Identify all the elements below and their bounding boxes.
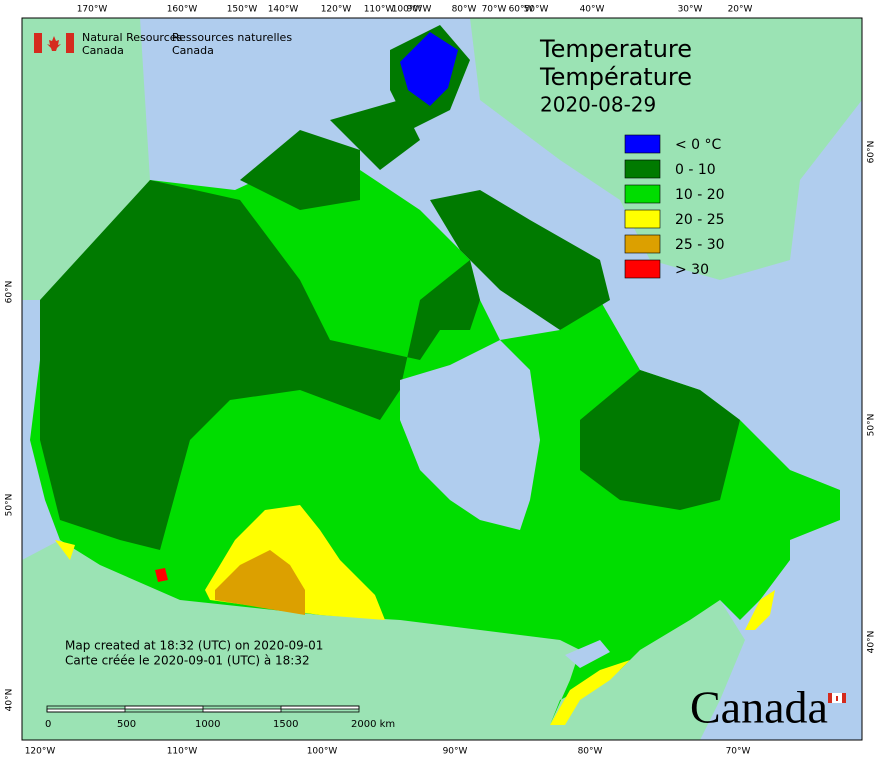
scale-segment [280, 705, 360, 710]
wordmark: Canada [690, 682, 828, 733]
agency-en: Canada [82, 44, 124, 57]
flag-bar [34, 33, 42, 53]
island [330, 100, 420, 170]
wordmark-flag [836, 696, 838, 701]
legend-swatch [624, 134, 661, 154]
legend-label: > 30 [675, 262, 709, 278]
graticule-label: 50°N [5, 494, 15, 517]
region-veryhot [155, 568, 168, 582]
legend-swatch [624, 184, 661, 204]
agency-en: Natural Resources [82, 31, 183, 44]
graticule-label: 80°W [578, 747, 603, 757]
region-warm [745, 590, 775, 630]
legend-swatch [624, 159, 661, 179]
region-cold [400, 32, 458, 106]
region-cool [40, 180, 480, 550]
legend-swatch [624, 259, 661, 279]
scale-bar: 0 500 1000 1500 2000 km [45, 705, 395, 730]
scale-segment [46, 708, 126, 713]
wordmark-flag [828, 693, 832, 703]
graticule-label: 60°N [867, 141, 877, 164]
graticule-label: 140°W [268, 5, 299, 15]
graticule-label: 40°N [867, 631, 877, 654]
great-lakes [565, 640, 610, 668]
graticule-label: 70°W [482, 5, 507, 15]
land [22, 18, 862, 740]
region-hot [215, 550, 305, 615]
agency-fr: Canada [172, 44, 214, 57]
flag-bar [66, 33, 74, 53]
graticule-label: 50°W [524, 5, 549, 15]
scale-outline [46, 705, 360, 713]
graticule-label: 70°W [726, 747, 751, 757]
credit: Carte créée le 2020-09-01 (UTC) à 18:32 [65, 654, 310, 668]
graticule-label: 90°W [443, 747, 468, 757]
wordmark-flag [842, 693, 846, 703]
graticule-label: 40°N [5, 689, 15, 712]
credit: Map created at 18:32 (UTC) on 2020-09-01 [65, 639, 323, 653]
graticule-label: 120°W [321, 5, 352, 15]
scale-label: 1500 [273, 719, 298, 730]
graticule-label: 30°W [678, 5, 703, 15]
legend-label: 10 - 20 [675, 187, 725, 203]
graticule-label: 160°W [167, 5, 198, 15]
graticule-label: 40°W [580, 5, 605, 15]
title-fr: Température [539, 63, 692, 91]
title-en: Temperature [539, 35, 692, 63]
hudson-bay [400, 340, 540, 530]
graticule-label: 20°W [728, 5, 753, 15]
scale-label: 1000 [195, 719, 220, 730]
frame [21, 17, 863, 741]
scale-label: 500 [117, 719, 136, 730]
graticule-label: 110°W [167, 747, 198, 757]
usa [22, 540, 745, 740]
graticule-label: 60°W [509, 5, 534, 15]
scale-segment [124, 705, 204, 710]
greenland [470, 18, 862, 280]
graticule-label: 120°W [25, 747, 56, 757]
graticule-label: 100°W [392, 5, 423, 15]
legend-label: 25 - 30 [675, 237, 725, 253]
legend-swatch [624, 234, 661, 254]
graticule-label: 100°W [307, 747, 338, 757]
legend: < 0 °C 0 - 10 10 - 20 20 - 25 25 - 30 > 30 [624, 134, 725, 279]
legend-swatch [624, 209, 661, 229]
island [430, 190, 610, 330]
legend-label: 20 - 25 [675, 212, 725, 228]
graticule-label: 170°W [77, 5, 108, 15]
region-warm [550, 660, 630, 725]
legend-label: < 0 °C [675, 137, 722, 153]
title-date: 2020-08-29 [540, 93, 656, 117]
legend-label: 0 - 10 [675, 162, 716, 178]
graticule-label: 50°N [867, 414, 877, 437]
graticule-label: 110°W [364, 5, 395, 15]
graticule-label: 60°N [5, 281, 15, 304]
region-cool [580, 370, 740, 510]
scale-label: 2000 km [351, 719, 395, 730]
scale-segment [202, 708, 282, 713]
graticule-label: 150°W [227, 5, 258, 15]
region-warm [55, 540, 75, 560]
scale-label: 0 [45, 719, 51, 730]
graticule-label: 90°W [407, 5, 432, 15]
island [240, 130, 360, 210]
flag-leaf [47, 36, 61, 51]
graticule-label: 80°W [452, 5, 477, 15]
agency-fr: Ressources naturelles [172, 31, 292, 44]
